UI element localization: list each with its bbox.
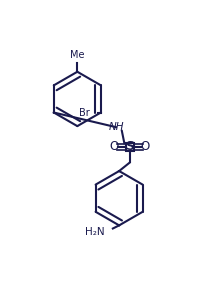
Text: S: S bbox=[125, 141, 134, 153]
Text: Me: Me bbox=[70, 50, 85, 60]
Text: Br: Br bbox=[79, 108, 89, 118]
Text: H₂N: H₂N bbox=[85, 227, 104, 237]
Text: NH: NH bbox=[108, 122, 124, 132]
Text: O: O bbox=[109, 141, 119, 153]
Text: O: O bbox=[141, 141, 150, 153]
Bar bbox=[126, 143, 134, 151]
